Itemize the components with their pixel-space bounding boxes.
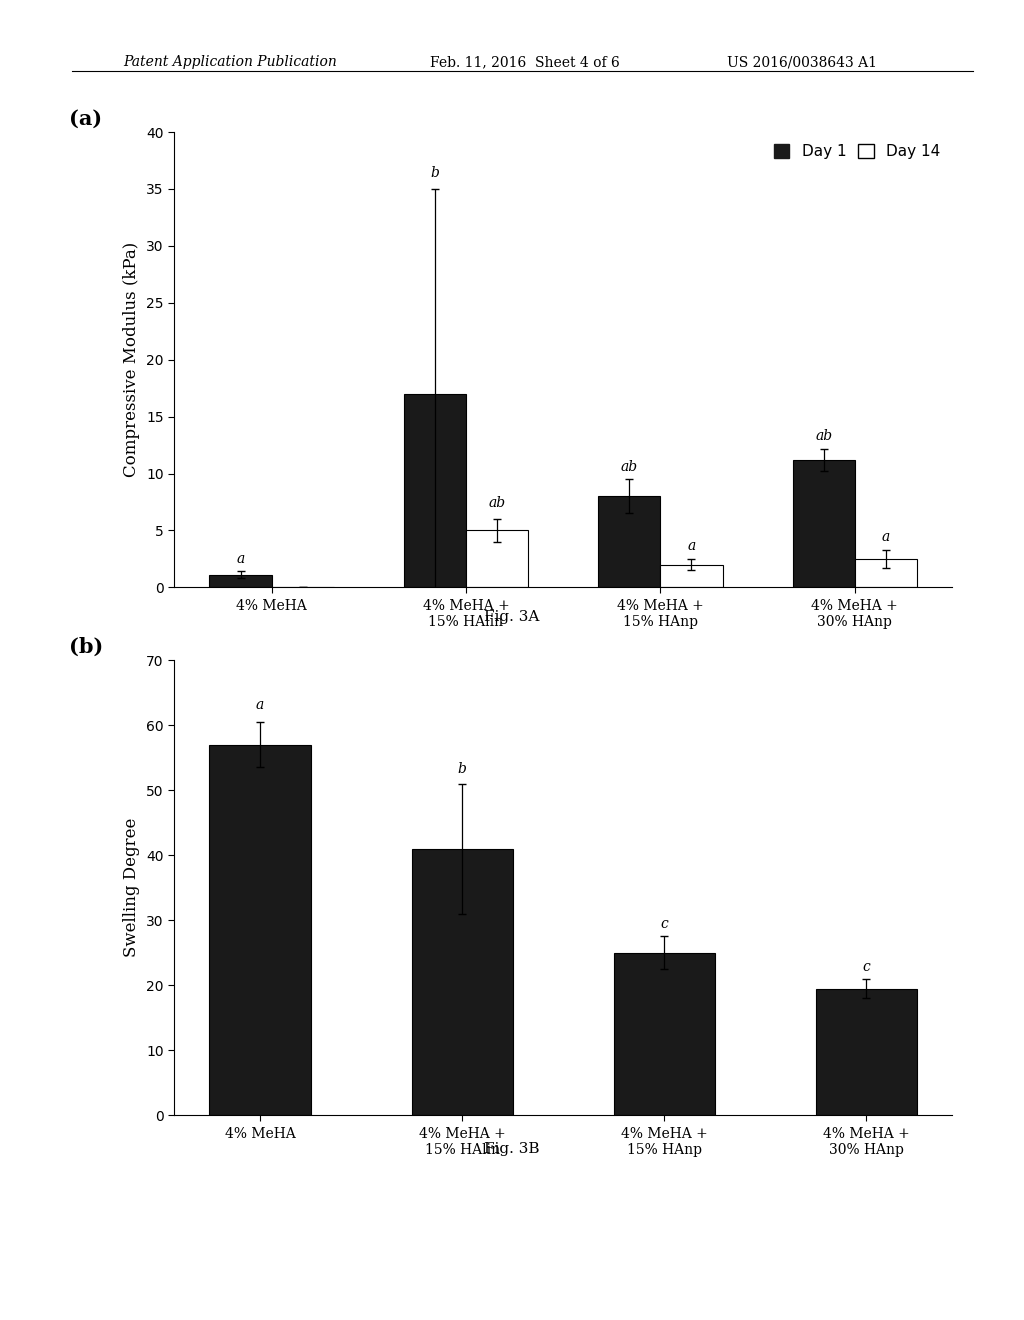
Bar — [793, 459, 855, 587]
Bar — [210, 576, 271, 587]
Text: (b): (b) — [69, 638, 103, 657]
Y-axis label: Compressive Modulus (kPa): Compressive Modulus (kPa) — [124, 242, 140, 478]
Bar — [660, 565, 723, 587]
Bar — [598, 496, 660, 587]
Bar — [613, 953, 715, 1115]
Bar — [466, 531, 528, 587]
Text: a: a — [237, 552, 245, 566]
Bar — [403, 393, 466, 587]
Text: ab: ab — [621, 459, 638, 474]
Legend: Day 1, Day 14: Day 1, Day 14 — [769, 140, 945, 164]
Bar — [210, 744, 310, 1115]
Text: Fig. 3A: Fig. 3A — [484, 610, 540, 624]
Text: Patent Application Publication: Patent Application Publication — [123, 55, 337, 70]
Bar — [855, 558, 916, 587]
Bar — [816, 989, 916, 1115]
Text: Fig. 3B: Fig. 3B — [484, 1142, 540, 1156]
Text: a: a — [256, 698, 264, 711]
Text: c: c — [660, 917, 668, 932]
Text: c: c — [862, 960, 870, 974]
Text: a: a — [687, 540, 695, 553]
Text: ab: ab — [488, 496, 506, 510]
Text: b: b — [430, 166, 439, 180]
Text: (a): (a) — [69, 110, 102, 129]
Text: b: b — [458, 762, 467, 776]
Bar — [412, 849, 513, 1115]
Text: a: a — [882, 531, 890, 544]
Text: Feb. 11, 2016  Sheet 4 of 6: Feb. 11, 2016 Sheet 4 of 6 — [430, 55, 620, 70]
Text: ab: ab — [815, 429, 833, 442]
Y-axis label: Swelling Degree: Swelling Degree — [124, 818, 140, 957]
Text: US 2016/0038643 A1: US 2016/0038643 A1 — [727, 55, 877, 70]
